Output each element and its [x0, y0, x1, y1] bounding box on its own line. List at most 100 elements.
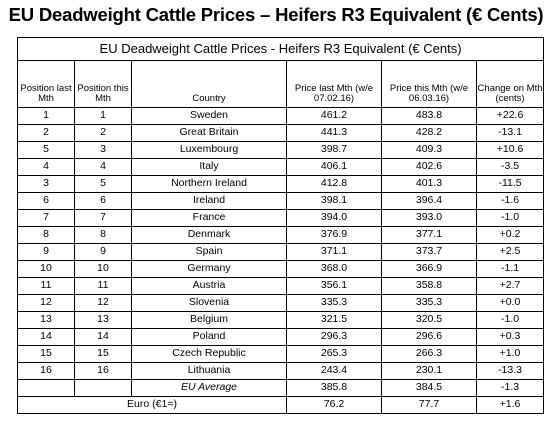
- page-title: EU Deadweight Cattle Prices – Heifers R3…: [8, 4, 544, 25]
- header-position-last-month: Position last Mth: [17, 60, 75, 108]
- cell-position-last: 4: [17, 158, 75, 176]
- table-row: 16 16 Lithuania 243.4 230.1 -13.3: [17, 362, 545, 380]
- cell-price-last: 398.1: [286, 192, 382, 210]
- cell-position-this: 12: [74, 294, 132, 312]
- cell-price-last: 412.8: [286, 175, 382, 193]
- header-country: Country: [131, 60, 287, 108]
- cell-country: Slovenia: [131, 294, 287, 312]
- cell-price-last: 376.9: [286, 226, 382, 244]
- cell-country: Czech Republic: [131, 345, 287, 363]
- table-caption: EU Deadweight Cattle Prices - Heifers R3…: [16, 37, 545, 61]
- cell-position-last: 14: [17, 328, 75, 346]
- table-row: 9 9 Spain 371.1 373.7 +2.5: [17, 243, 545, 261]
- cell-price-this: 402.6: [381, 158, 477, 176]
- cell-price-this: 366.9: [381, 260, 477, 278]
- table-row: 1 1 Sweden 461.2 483.8 +22.6: [17, 107, 545, 125]
- cell-position-this: 6: [74, 192, 132, 210]
- cell-position-last: 1: [17, 107, 75, 125]
- cell-change: +10.6: [475, 141, 545, 159]
- table-row: 2 2 Great Britain 441.3 428.2 -13.1: [17, 124, 545, 142]
- euro-rate-label: Euro (€1=): [17, 396, 287, 414]
- cell-price-this: 358.8: [381, 277, 477, 295]
- cell-price-last: 356.1: [286, 277, 382, 295]
- cell-country: Great Britain: [131, 124, 287, 142]
- cell-country: Luxembourg: [131, 141, 287, 159]
- cell-price-last: 406.1: [286, 158, 382, 176]
- header-position-this-month: Position this Mth: [74, 60, 132, 108]
- cell-change: -13.3: [475, 362, 545, 380]
- cell-price-this: 266.3: [381, 345, 477, 363]
- cell-country: Austria: [131, 277, 287, 295]
- eu-average-price-last: 385.8: [286, 379, 382, 397]
- cell-country: Northern Ireland: [131, 175, 287, 193]
- cell-change: +1.0: [475, 345, 545, 363]
- cell-position-this: 2: [74, 124, 132, 142]
- euro-rate-row: Euro (€1=) 76.2 77.7 +1.6: [17, 396, 545, 414]
- cell-position-last: 5: [17, 141, 75, 159]
- eu-average-blank: [74, 379, 132, 397]
- cell-change: +0.0: [475, 294, 545, 312]
- table-row: 14 14 Poland 296.3 296.6 +0.3: [17, 328, 545, 346]
- cell-price-this: 377.1: [381, 226, 477, 244]
- cell-country: Italy: [131, 158, 287, 176]
- table-row: 7 7 France 394.0 393.0 -1.0: [17, 209, 545, 227]
- cell-position-this: 5: [74, 175, 132, 193]
- cell-position-last: 2: [17, 124, 75, 142]
- cell-country: Spain: [131, 243, 287, 261]
- eu-average-price-this: 384.5: [381, 379, 477, 397]
- cell-country: Sweden: [131, 107, 287, 125]
- cell-position-this: 15: [74, 345, 132, 363]
- cell-change: +2.7: [475, 277, 545, 295]
- cell-country: Denmark: [131, 226, 287, 244]
- cell-price-last: 398.7: [286, 141, 382, 159]
- cell-price-last: 394.0: [286, 209, 382, 227]
- cell-change: +2.5: [475, 243, 545, 261]
- table-row: 11 11 Austria 356.1 358.8 +2.7: [17, 277, 545, 295]
- cell-price-last: 368.0: [286, 260, 382, 278]
- cell-price-this: 409.3: [381, 141, 477, 159]
- cell-change: +0.3: [475, 328, 545, 346]
- cell-country: Ireland: [131, 192, 287, 210]
- cell-country: Belgium: [131, 311, 287, 329]
- cell-price-this: 401.3: [381, 175, 477, 193]
- table-row: 12 12 Slovenia 335.3 335.3 +0.0: [17, 294, 545, 312]
- cell-position-this: 4: [74, 158, 132, 176]
- table-body: 1 1 Sweden 461.2 483.8 +22.6 2 2 Great Britain 44…: [17, 107, 545, 380]
- table-row: 4 4 Italy 406.1 402.6 -3.5: [17, 158, 545, 176]
- euro-rate-last: 76.2: [286, 396, 382, 414]
- euro-rate-change: +1.6: [475, 396, 545, 414]
- eu-average-blank: [17, 379, 75, 397]
- cell-price-this: 230.1: [381, 362, 477, 380]
- cell-position-this: 9: [74, 243, 132, 261]
- cell-position-last: 9: [17, 243, 75, 261]
- cell-change: -13.1: [475, 124, 545, 142]
- header-change-on-month: Change on Mth (cents): [475, 60, 545, 108]
- cell-price-last: 441.3: [286, 124, 382, 142]
- table-row: 5 3 Luxembourg 398.7 409.3 +10.6: [17, 141, 545, 159]
- cell-change: -3.5: [475, 158, 545, 176]
- cell-price-last: 371.1: [286, 243, 382, 261]
- cell-price-this: 320.5: [381, 311, 477, 329]
- cell-position-last: 3: [17, 175, 75, 193]
- cell-price-last: 296.3: [286, 328, 382, 346]
- cell-price-this: 428.2: [381, 124, 477, 142]
- cell-country: Germany: [131, 260, 287, 278]
- cell-position-this: 1: [74, 107, 132, 125]
- cell-price-this: 335.3: [381, 294, 477, 312]
- cell-change: +0.2: [475, 226, 545, 244]
- table-row: 13 13 Belgium 321.5 320.5 -1.0: [17, 311, 545, 329]
- cell-change: -1.0: [475, 209, 545, 227]
- eu-average-label: EU Average: [131, 379, 287, 397]
- cell-position-last: 10: [17, 260, 75, 278]
- cell-price-last: 335.3: [286, 294, 382, 312]
- cell-position-this: 11: [74, 277, 132, 295]
- cell-change: -11.5: [475, 175, 545, 193]
- cell-price-this: 393.0: [381, 209, 477, 227]
- cell-country: Lithuania: [131, 362, 287, 380]
- cell-position-last: 16: [17, 362, 75, 380]
- cell-change: -1.6: [475, 192, 545, 210]
- cell-country: France: [131, 209, 287, 227]
- cell-price-last: 243.4: [286, 362, 382, 380]
- cell-position-this: 10: [74, 260, 132, 278]
- cell-position-last: 12: [17, 294, 75, 312]
